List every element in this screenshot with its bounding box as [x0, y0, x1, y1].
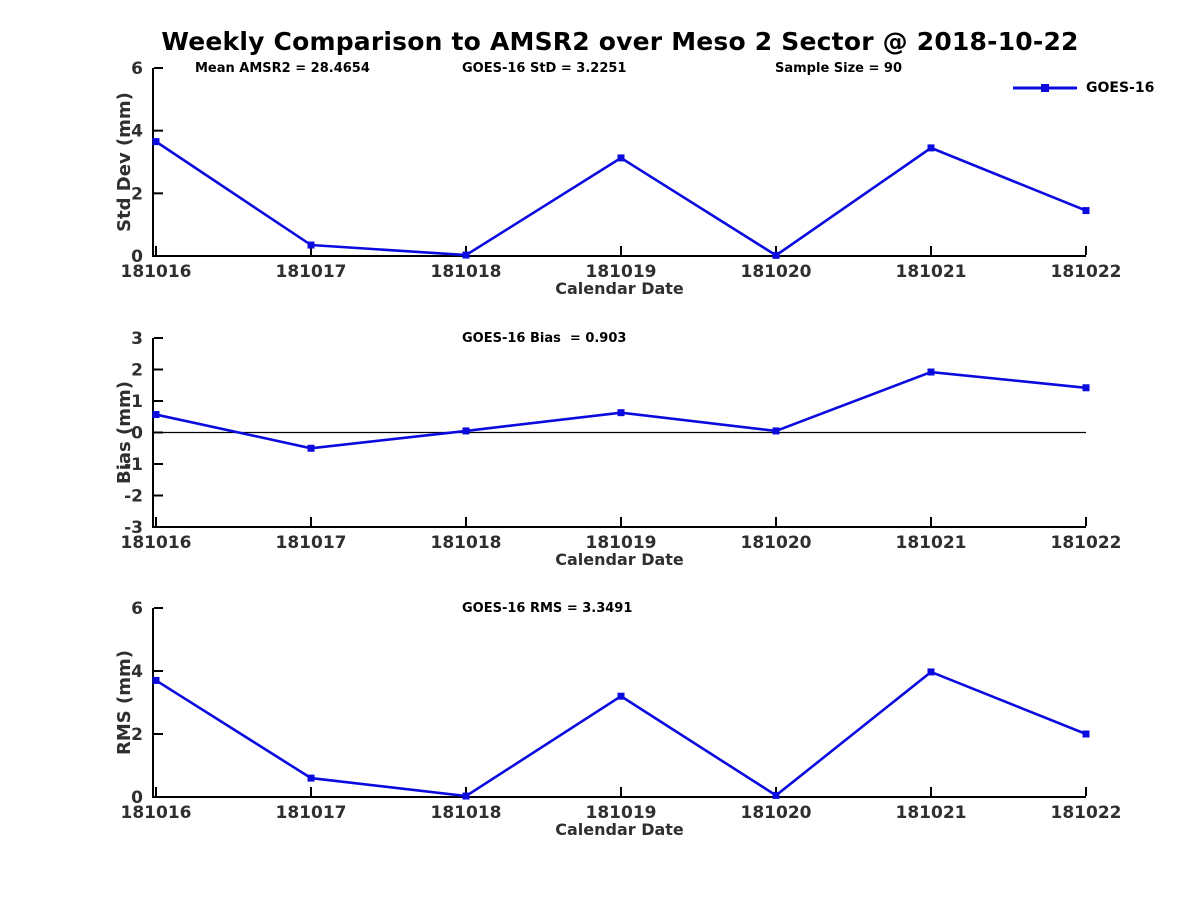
legend-square-marker [1041, 84, 1049, 92]
y-tick-label: 6 [131, 599, 143, 619]
data-point-marker [772, 791, 780, 799]
y-tick-label: 0 [131, 424, 143, 444]
y-tick-label: -3 [124, 518, 143, 538]
y-tick-label: 0 [131, 788, 143, 808]
data-point-marker [307, 774, 315, 782]
annotation-mean-amsr2: Mean AMSR2 = 28.4654 [195, 61, 370, 76]
x-tick-label: 181021 [896, 533, 967, 553]
data-point-marker [927, 368, 935, 376]
data-point-marker [307, 241, 315, 249]
y-tick-label: 2 [131, 725, 143, 745]
x-tick-label: 181016 [121, 533, 192, 553]
y-tick-label: 1 [131, 392, 143, 412]
x-tick-label: 181018 [431, 803, 502, 823]
y-tick-label: 2 [131, 184, 143, 204]
annotation-sample-size: Sample Size = 90 [775, 61, 903, 76]
x-axis-title: Calendar Date [555, 820, 684, 839]
y-tick-label: 6 [131, 59, 143, 79]
data-line [155, 670, 1087, 798]
x-tick-label: 181021 [896, 803, 967, 823]
y-axis-title: Std Dev (mm) [114, 92, 135, 232]
y-tick-label: 4 [131, 122, 143, 142]
y-tick-label: -1 [124, 455, 143, 475]
data-point-marker [1082, 207, 1090, 215]
y-tick-label: 0 [131, 247, 143, 267]
y-tick-label: 4 [131, 662, 143, 682]
data-point-marker [927, 144, 935, 152]
data-point-marker [772, 427, 780, 435]
data-point-marker [152, 138, 160, 146]
data-point-marker [462, 792, 470, 800]
x-tick-label: 181020 [741, 533, 812, 553]
y-tick-label: -2 [124, 487, 143, 507]
x-tick-label: 181022 [1051, 533, 1122, 553]
data-point-marker [152, 676, 160, 684]
x-tick-label: 181020 [741, 262, 812, 282]
x-tick-label: 181019 [586, 803, 657, 823]
legend-line-marker-icon [1013, 84, 1077, 92]
x-tick-label: 181022 [1051, 803, 1122, 823]
data-point-marker [617, 154, 625, 162]
x-tick-label: 181019 [586, 533, 657, 553]
x-tick-label: 181017 [276, 262, 347, 282]
data-point-marker [617, 409, 625, 417]
data-point-marker [307, 444, 315, 452]
data-point-marker [462, 427, 470, 435]
x-tick-label: 181018 [431, 262, 502, 282]
x-tick-label: 181020 [741, 803, 812, 823]
legend-label: GOES-16 [1086, 80, 1155, 96]
y-axis-title: Bias (mm) [114, 381, 135, 484]
data-point-marker [152, 411, 160, 419]
data-point-marker [1082, 730, 1090, 738]
legend: GOES-16 [1013, 80, 1154, 96]
x-tick-label: 181022 [1051, 262, 1122, 282]
y-axis-title: RMS (mm) [114, 650, 135, 755]
x-axis-title: Calendar Date [555, 279, 684, 298]
data-point-marker [772, 251, 780, 259]
x-tick-label: 181017 [276, 803, 347, 823]
figure-title: Weekly Comparison to AMSR2 over Meso 2 S… [161, 27, 1079, 56]
data-point-marker [927, 668, 935, 676]
annotation-goes16-bias: GOES-16 Bias = 0.903 [462, 331, 627, 346]
x-tick-label: 181016 [121, 803, 192, 823]
x-axis-title: Calendar Date [555, 550, 684, 569]
x-tick-label: 181018 [431, 533, 502, 553]
data-point-marker [462, 251, 470, 259]
annotation-goes16-rms: GOES-16 RMS = 3.3491 [462, 601, 633, 616]
x-tick-label: 181019 [586, 262, 657, 282]
x-tick-label: 181017 [276, 533, 347, 553]
data-point-marker [1082, 384, 1090, 392]
x-tick-label: 181021 [896, 262, 967, 282]
y-tick-label: 3 [131, 329, 143, 349]
data-point-marker [617, 692, 625, 700]
annotation-goes16-std: GOES-16 StD = 3.2251 [462, 61, 627, 76]
x-tick-label: 181016 [121, 262, 192, 282]
y-tick-label: 2 [131, 361, 143, 381]
